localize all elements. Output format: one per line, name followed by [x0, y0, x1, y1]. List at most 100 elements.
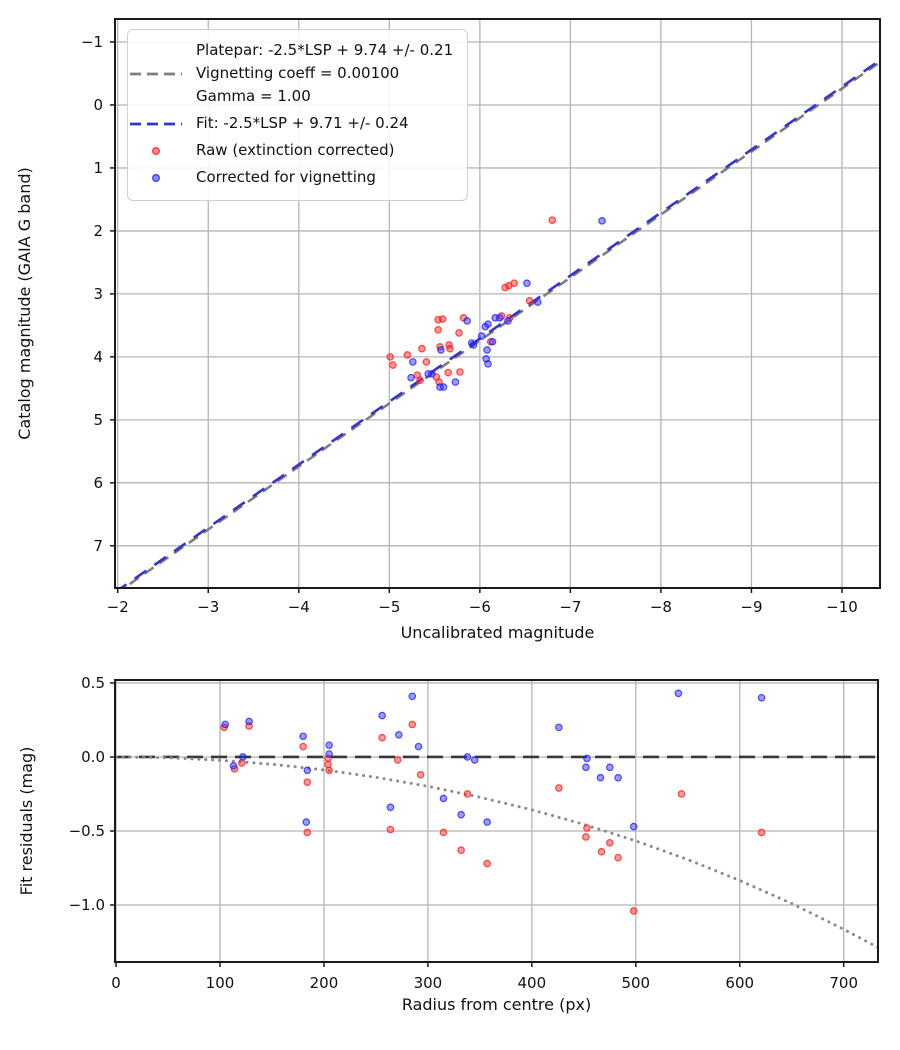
- platepar-line: [121, 61, 880, 588]
- legend-entry-platepar: Platepar: -2.5*LSP + 9.74 +/- 0.21 Vigne…: [130, 39, 454, 108]
- legend-label-raw: Raw (extinction corrected): [196, 141, 395, 159]
- point-corrected: [488, 337, 497, 346]
- point-corrected: [523, 279, 531, 287]
- point-raw: [386, 353, 395, 361]
- point-raw: [389, 361, 397, 369]
- point-corrected: [470, 756, 479, 764]
- point-corrected: [483, 346, 491, 354]
- point-raw: [510, 279, 519, 287]
- legend-label-platepar-2: Vignetting coeff = 0.00100: [196, 64, 400, 82]
- point-raw: [408, 720, 417, 729]
- point-corrected: [303, 766, 312, 775]
- point-corrected: [491, 314, 500, 322]
- residuals-chart: 0 100 200 300 400 500 600 700 0.5 0.0 −0.5 −1.0 Radi…: [17, 674, 879, 1014]
- x-tick-label: −7: [559, 598, 581, 616]
- y-tick-label: 0.0: [81, 748, 105, 766]
- point-corrected: [302, 818, 311, 826]
- y-tick-label: 1: [93, 159, 103, 177]
- point-raw: [325, 766, 333, 775]
- legend-entry-raw: Raw (extinction corrected): [134, 139, 453, 162]
- legend-marker-sample: [152, 146, 161, 155]
- point-raw: [418, 344, 426, 353]
- x-tick-label: 500: [621, 974, 650, 992]
- point-corrected: [394, 730, 403, 739]
- point-corrected: [386, 803, 395, 812]
- point-corrected: [614, 773, 622, 782]
- point-raw: [434, 325, 443, 334]
- point-corrected: [606, 763, 614, 772]
- x-axis-label: Uncalibrated magnitude: [401, 623, 595, 642]
- y-axis-label: Fit residuals (mag): [17, 747, 36, 896]
- point-raw: [378, 733, 386, 742]
- point-raw: [677, 790, 686, 798]
- x-tick-label: 700: [829, 974, 858, 992]
- point-raw: [582, 833, 590, 841]
- point-corrected: [325, 750, 333, 758]
- point-corrected: [439, 794, 448, 803]
- point-corrected: [463, 753, 472, 761]
- point-corrected: [407, 373, 415, 382]
- legend-label-fit: Fit: -2.5*LSP + 9.71 +/- 0.24: [196, 114, 409, 132]
- point-raw: [463, 790, 472, 798]
- point-corrected: [674, 689, 683, 698]
- point-corrected: [757, 693, 766, 702]
- point-raw: [606, 839, 614, 847]
- x-tick-label: 200: [310, 974, 339, 992]
- y-tick-label: −0.5: [69, 822, 105, 840]
- point-raw: [455, 329, 463, 337]
- point-corrected: [245, 717, 253, 726]
- point-raw: [303, 778, 312, 786]
- point-corrected: [457, 810, 465, 819]
- point-raw: [403, 351, 412, 359]
- plot-area: [119, 59, 880, 588]
- point-corrected: [239, 753, 247, 761]
- x-tick-label: 0: [111, 974, 121, 992]
- point-corrected: [428, 370, 436, 378]
- x-tick-label: 300: [414, 974, 443, 992]
- point-raw: [438, 315, 447, 323]
- point-raw: [386, 825, 395, 834]
- x-tick-label: −9: [740, 598, 762, 616]
- point-corrected: [477, 332, 486, 340]
- point-corrected: [451, 378, 460, 386]
- point-corrected: [437, 346, 445, 354]
- point-corrected: [598, 217, 606, 225]
- y-tick-label: −1: [81, 33, 103, 51]
- point-corrected: [299, 732, 307, 741]
- legend-entry-fit: Fit: -2.5*LSP + 9.71 +/- 0.24: [130, 112, 453, 135]
- point-corrected: [469, 341, 478, 349]
- point-corrected: [583, 754, 591, 763]
- legend-label-platepar-1: Platepar: -2.5*LSP + 9.74 +/- 0.21: [196, 41, 454, 59]
- x-tick-label: −6: [469, 598, 491, 616]
- fit-line: [119, 59, 880, 588]
- y-tick-label: 2: [93, 222, 103, 240]
- point-corrected: [596, 773, 605, 782]
- x-tick-label: 100: [206, 974, 235, 992]
- point-raw: [483, 859, 491, 868]
- y-tick-label: 0.5: [81, 674, 105, 692]
- y-axis-label: Catalog magnitude (GAIA G band): [15, 167, 34, 439]
- point-corrected: [378, 711, 386, 720]
- point-raw: [324, 760, 332, 769]
- y-tick-label: 3: [93, 285, 103, 303]
- point-corrected: [504, 317, 512, 325]
- x-tick-label: −2: [107, 598, 129, 616]
- point-corrected: [533, 298, 542, 306]
- legend-marker-sample: [152, 173, 161, 182]
- point-raw: [393, 756, 402, 764]
- point-corrected: [484, 360, 492, 368]
- x-tick-label: −3: [197, 598, 219, 616]
- legend: Platepar: -2.5*LSP + 9.74 +/- 0.21 Vigne…: [127, 29, 469, 201]
- point-corrected: [463, 317, 471, 325]
- point-raw: [548, 216, 557, 225]
- point-raw: [555, 784, 563, 792]
- y-tick-label: 7: [93, 537, 103, 555]
- point-raw: [416, 376, 424, 384]
- legend-label-platepar-3: Gamma = 1.00: [196, 87, 311, 105]
- point-raw: [597, 847, 606, 856]
- axes-spines: [114, 679, 879, 963]
- point-raw: [444, 368, 452, 377]
- point-corrected: [229, 762, 238, 770]
- point-corrected: [484, 320, 492, 328]
- point-corrected: [555, 723, 563, 732]
